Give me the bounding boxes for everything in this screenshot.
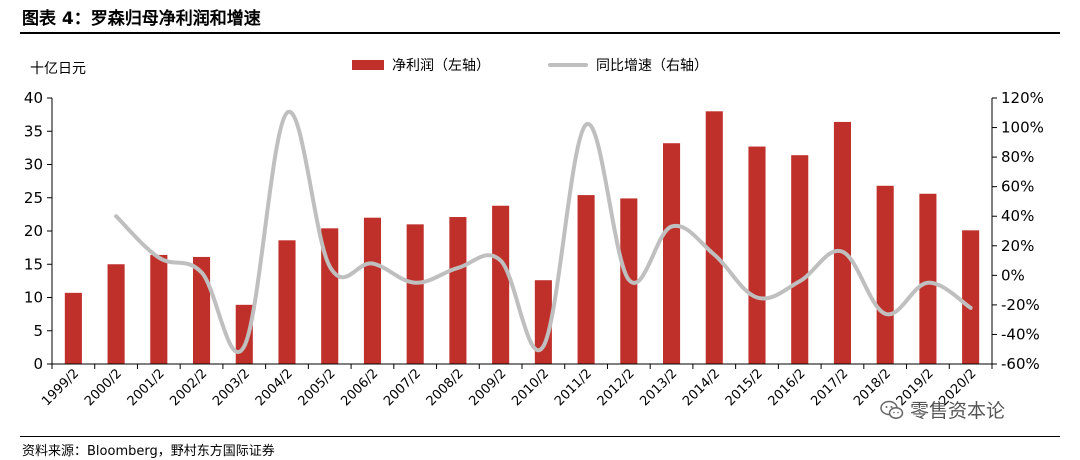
left-axis-ticks: 0 5 10 15 20 25 30 35 40 <box>24 89 52 373</box>
legend-label-net-profit: 净利润（左轴） <box>392 58 490 74</box>
right-tick-label: 120% <box>1001 89 1044 107</box>
x-tick-label: 2005/2 <box>296 366 339 409</box>
right-tick-label: -20% <box>1001 296 1040 314</box>
left-tick-label: 30 <box>24 156 43 174</box>
watermark-text: 零售资本论 <box>910 400 1006 422</box>
bar-series <box>64 111 980 364</box>
x-tick-label: 1999/2 <box>39 366 82 409</box>
x-tick-label: 2006/2 <box>338 366 381 409</box>
right-tick-label: 60% <box>1001 178 1034 196</box>
x-tick-label: 2014/2 <box>680 366 723 409</box>
right-tick-label: 0% <box>1001 266 1025 284</box>
chart-title: 图表 4：罗森归母净利润和增速 <box>22 9 261 29</box>
x-tick-label: 2011/2 <box>552 366 595 409</box>
left-tick-label: 0 <box>33 355 43 373</box>
x-tick-label: 2002/2 <box>167 366 210 409</box>
legend-line-swatch <box>548 63 588 67</box>
bar-2005/2 <box>321 228 339 364</box>
x-tick-label: 2008/2 <box>424 366 467 409</box>
legend-item-net-profit: 净利润（左轴） <box>352 55 490 75</box>
growth-line <box>114 109 973 354</box>
watermark: 零售资本论 <box>880 396 1005 423</box>
legend-item-growth: 同比增速（右轴） <box>548 55 708 75</box>
right-tick-label: 100% <box>1001 119 1044 137</box>
x-tick-label: 2001/2 <box>125 366 168 409</box>
bar-2017/2 <box>833 121 851 364</box>
bar-2009/2 <box>492 205 510 364</box>
x-tick-label: 2013/2 <box>637 366 680 409</box>
bar-2004/2 <box>278 240 296 364</box>
right-tick-label: 40% <box>1001 207 1034 225</box>
bar-2014/2 <box>705 111 723 364</box>
bar-2002/2 <box>193 256 211 364</box>
line-series <box>114 109 973 354</box>
right-axis-ticks: -60% -40% -20% 0% 20% 40% 60% 80% 100% 120% <box>992 89 1044 373</box>
legend-label-growth: 同比增速（右轴） <box>596 58 708 74</box>
left-tick-label: 35 <box>24 122 43 140</box>
left-tick-label: 25 <box>24 189 43 207</box>
bar-2015/2 <box>748 146 766 364</box>
right-tick-label: 80% <box>1001 148 1034 166</box>
x-axis-ticks: 1999/2 2000/2 2001/2 2002/2 2003/2 2004/2 2005… <box>39 364 993 409</box>
footer-rule <box>20 436 1060 437</box>
x-tick-label: 2010/2 <box>509 366 552 409</box>
right-tick-label: 20% <box>1001 237 1034 255</box>
bar-2001/2 <box>150 254 168 364</box>
x-tick-label: 2009/2 <box>467 366 510 409</box>
bar-2019/2 <box>919 193 937 364</box>
source-note: 资料来源：Bloomberg，野村东方国际证券 <box>22 444 275 459</box>
left-tick-label: 10 <box>24 289 43 307</box>
bar-1999/2 <box>64 292 82 364</box>
x-tick-label: 2007/2 <box>381 366 424 409</box>
left-axis-unit: 十亿日元 <box>30 61 86 77</box>
left-tick-label: 40 <box>24 89 43 107</box>
bar-2018/2 <box>876 185 894 364</box>
legend-bar-swatch <box>352 60 384 70</box>
left-tick-label: 20 <box>24 222 43 240</box>
x-tick-label: 2003/2 <box>210 366 253 409</box>
x-tick-label: 2017/2 <box>808 366 851 409</box>
x-tick-label: 2000/2 <box>82 366 125 409</box>
x-tick-label: 2016/2 <box>766 366 809 409</box>
bar-2011/2 <box>577 195 595 364</box>
right-tick-label: -60% <box>1001 355 1040 373</box>
bar-2016/2 <box>791 155 809 364</box>
bar-2020/2 <box>962 230 980 364</box>
right-tick-label: -40% <box>1001 325 1040 343</box>
bar-2008/2 <box>449 217 467 364</box>
left-tick-label: 15 <box>24 255 43 273</box>
title-rule <box>20 32 1060 34</box>
bar-2000/2 <box>107 264 125 364</box>
wechat-icon <box>880 400 904 419</box>
bar-2013/2 <box>663 143 681 364</box>
bar-2007/2 <box>406 224 424 364</box>
left-tick-label: 5 <box>33 322 43 340</box>
x-tick-label: 2015/2 <box>723 366 766 409</box>
bar-2010/2 <box>534 280 552 364</box>
x-tick-label: 2012/2 <box>595 366 638 409</box>
bar-2006/2 <box>363 217 381 364</box>
x-tick-label: 2004/2 <box>253 366 296 409</box>
